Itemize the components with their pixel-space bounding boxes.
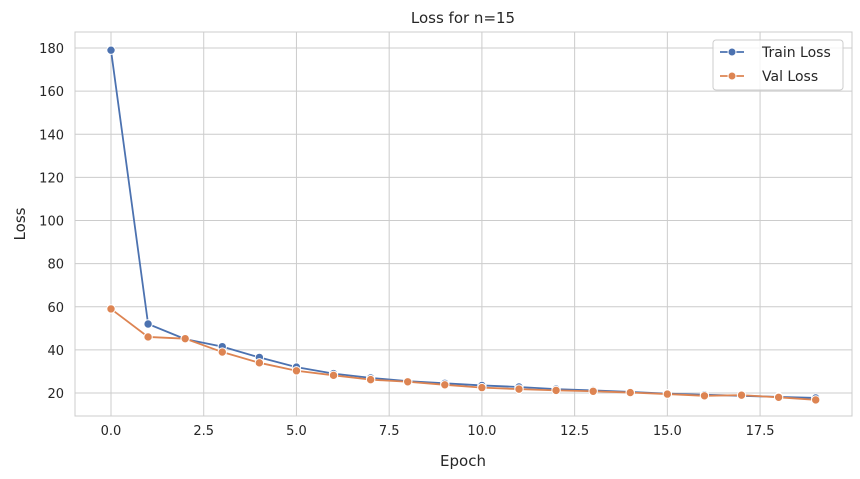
data-point-val — [736, 390, 747, 400]
legend-box — [712, 39, 844, 91]
y-tick-label: 40 — [47, 344, 64, 359]
data-point-val — [811, 395, 821, 405]
x-tick-label: 10.0 — [467, 424, 496, 439]
x-tick-label: 12.5 — [560, 424, 589, 439]
legend-marker-val — [727, 71, 737, 81]
data-point-val — [254, 358, 265, 368]
data-point-val — [551, 385, 561, 396]
y-tick-label: 100 — [39, 215, 64, 230]
data-point-val — [699, 391, 710, 401]
legend-label-train: Train Loss — [761, 45, 831, 61]
data-point-val — [440, 380, 450, 390]
series-line-val — [110, 308, 816, 401]
y-tick-label: 120 — [39, 171, 64, 186]
plot-frame — [74, 31, 853, 417]
data-point-train — [106, 45, 116, 55]
x-tick-label: 5.0 — [286, 424, 307, 439]
data-point-val — [365, 374, 376, 385]
grid — [75, 32, 852, 416]
x-tick-label: 17.5 — [746, 424, 775, 439]
data-point-train — [143, 319, 153, 329]
y-axis-label: Loss — [11, 207, 29, 240]
y-tick-label: 160 — [39, 85, 64, 100]
y-tick-label: 80 — [47, 258, 64, 273]
y-tick-label: 60 — [47, 301, 64, 316]
x-tick-label: 2.5 — [193, 424, 214, 439]
series-line-train — [110, 50, 816, 399]
ticks: 0.0 2.5 5.0 7.5 10.0 12.5 15.0 17.5 20 40 60 80 100 1… — [39, 42, 774, 439]
data-point-val — [773, 392, 784, 403]
legend-label-val: Val Loss — [762, 69, 818, 85]
series-group — [106, 45, 821, 405]
y-tick-label: 140 — [39, 128, 64, 143]
y-tick-label: 180 — [39, 42, 64, 57]
legend: Train Loss Val Loss — [712, 39, 844, 91]
data-point-val — [217, 347, 227, 357]
data-point-val — [291, 366, 302, 376]
y-tick-label: 20 — [47, 387, 64, 402]
data-point-val — [514, 384, 524, 394]
data-point-val — [662, 389, 673, 399]
data-point-val — [403, 377, 413, 387]
data-point-val — [180, 333, 190, 344]
data-point-val — [328, 370, 339, 381]
data-point-val — [625, 387, 635, 398]
chart-title: Loss for n=15 — [411, 9, 515, 27]
legend-marker-train — [727, 47, 737, 57]
data-point-val — [477, 382, 487, 393]
data-point-val — [143, 332, 153, 342]
x-tick-label: 0.0 — [101, 424, 122, 439]
x-tick-label: 7.5 — [379, 424, 400, 439]
x-tick-label: 15.0 — [653, 424, 682, 439]
data-point-val — [106, 304, 116, 314]
x-axis-label: Epoch — [440, 452, 486, 470]
data-point-val — [588, 386, 598, 396]
